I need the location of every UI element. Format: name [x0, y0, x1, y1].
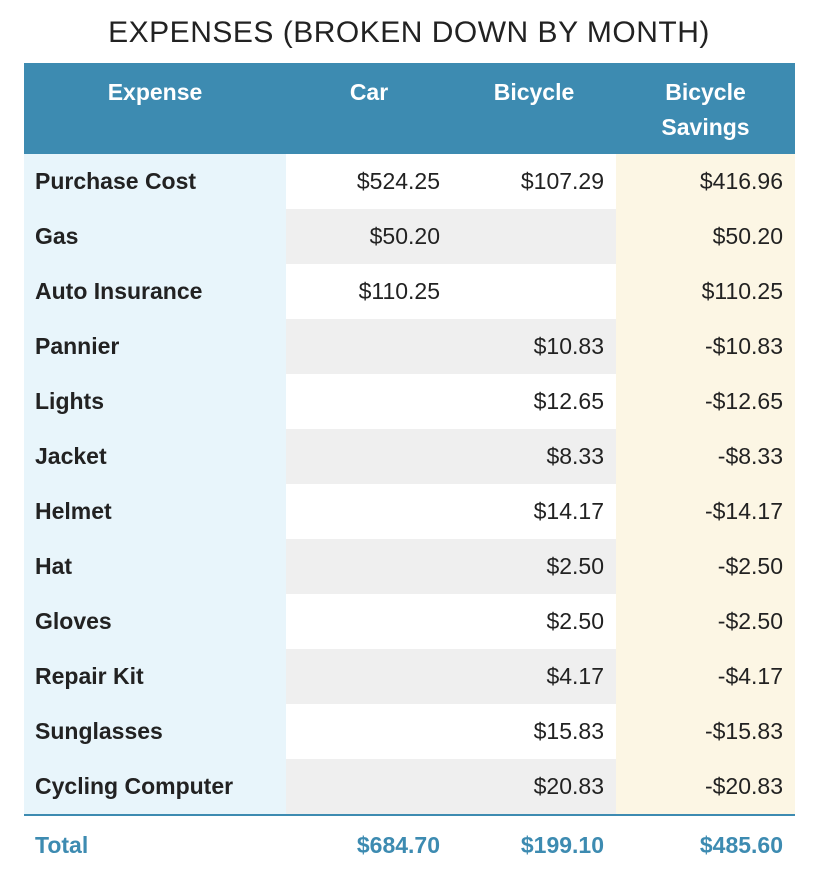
expense-name-cell: Lights [24, 374, 286, 429]
car-cell [286, 484, 452, 539]
header-bicycle-savings: Bicycle Savings [661, 79, 750, 140]
expense-name-cell: Gloves [24, 594, 286, 649]
table-row: Hat $2.50 -$2.50 [24, 539, 795, 594]
bicycle-cell: $20.83 [452, 759, 616, 814]
table-row: Pannier $10.83 -$10.83 [24, 319, 795, 374]
bicycle-savings-cell: -$14.17 [616, 484, 795, 539]
bicycle-savings-cell: -$4.17 [616, 649, 795, 704]
car-cell: $524.25 [286, 154, 452, 209]
car-cell [286, 759, 452, 814]
bicycle-savings-cell: -$15.83 [616, 704, 795, 759]
car-cell: $50.20 [286, 209, 452, 264]
bicycle-cell: $2.50 [452, 594, 616, 649]
expenses-table: Expense Car Bicycle Bicycle Savings Purch… [24, 63, 795, 871]
bicycle-savings-cell: $50.20 [616, 209, 795, 264]
total-car: $684.70 [356, 832, 440, 858]
car-cell [286, 539, 452, 594]
expense-name-cell: Jacket [24, 429, 286, 484]
table-row: Gas $50.20 $50.20 [24, 209, 795, 264]
car-cell: $110.25 [286, 264, 452, 319]
table-row: Purchase Cost $524.25 $107.29 $416.96 [24, 154, 795, 209]
bicycle-savings-cell: -$2.50 [616, 594, 795, 649]
bicycle-savings-cell: -$8.33 [616, 429, 795, 484]
bicycle-cell: $107.29 [452, 154, 616, 209]
total-bicycle: $199.10 [520, 832, 604, 858]
total-bicycle-savings: $485.60 [699, 832, 783, 858]
bicycle-cell: $2.50 [452, 539, 616, 594]
bicycle-cell: $4.17 [452, 649, 616, 704]
bicycle-savings-cell: -$2.50 [616, 539, 795, 594]
expense-name-cell: Hat [24, 539, 286, 594]
bicycle-savings-cell: $110.25 [616, 264, 795, 319]
header-car: Car [349, 79, 389, 105]
table-body: Purchase Cost $524.25 $107.29 $416.96 Gas $50… [24, 154, 795, 814]
bicycle-cell: $10.83 [452, 319, 616, 374]
header-expense: Expense [107, 79, 203, 105]
expense-name-cell: Purchase Cost [24, 154, 286, 209]
car-cell [286, 374, 452, 429]
expense-name-cell: Gas [24, 209, 286, 264]
bicycle-savings-cell: -$12.65 [616, 374, 795, 429]
table-row: Auto Insurance $110.25 $110.25 [24, 264, 795, 319]
table-row: Cycling Computer $20.83 -$20.83 [24, 759, 795, 814]
bicycle-cell: $8.33 [452, 429, 616, 484]
car-cell [286, 594, 452, 649]
expense-name-cell: Repair Kit [24, 649, 286, 704]
table-row: Jacket $8.33 -$8.33 [24, 429, 795, 484]
header-bicycle: Bicycle [493, 79, 575, 105]
total-row: Total $684.70 $199.10 $485.60 [24, 814, 795, 871]
table-row: Gloves $2.50 -$2.50 [24, 594, 795, 649]
table-header: Expense Car Bicycle Bicycle Savings [24, 63, 795, 154]
car-cell [286, 429, 452, 484]
bicycle-cell: $12.65 [452, 374, 616, 429]
bicycle-cell [452, 264, 616, 319]
table-row: Repair Kit $4.17 -$4.17 [24, 649, 795, 704]
car-cell [286, 649, 452, 704]
car-cell [286, 704, 452, 759]
total-label: Total [35, 832, 89, 858]
table-row: Helmet $14.17 -$14.17 [24, 484, 795, 539]
bicycle-savings-cell: $416.96 [616, 154, 795, 209]
expense-name-cell: Sunglasses [24, 704, 286, 759]
table-row: Sunglasses $15.83 -$15.83 [24, 704, 795, 759]
bicycle-cell: $14.17 [452, 484, 616, 539]
expense-name-cell: Cycling Computer [24, 759, 286, 814]
bicycle-savings-cell: -$20.83 [616, 759, 795, 814]
expense-name-cell: Auto Insurance [24, 264, 286, 319]
bicycle-cell [452, 209, 616, 264]
bicycle-cell: $15.83 [452, 704, 616, 759]
expense-name-cell: Pannier [24, 319, 286, 374]
table-row: Lights $12.65 -$12.65 [24, 374, 795, 429]
bicycle-savings-cell: -$10.83 [616, 319, 795, 374]
expense-name-cell: Helmet [24, 484, 286, 539]
table-title: EXPENSES (BROKEN DOWN BY MONTH) [108, 16, 710, 49]
car-cell [286, 319, 452, 374]
